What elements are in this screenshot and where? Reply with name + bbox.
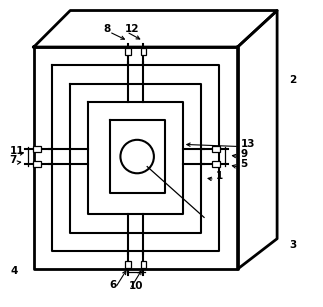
Text: 1: 1 [216,171,224,181]
Bar [141,261,146,268]
Bar [125,261,131,268]
Text: 7: 7 [9,155,17,165]
Text: 6: 6 [110,280,117,290]
Text: 8: 8 [104,24,111,34]
Bar [33,146,41,152]
Text: 5: 5 [241,159,248,169]
Bar [212,146,220,152]
Text: 3: 3 [289,240,297,250]
Text: 11: 11 [9,146,24,156]
Text: 9: 9 [241,149,248,158]
Text: 13: 13 [241,138,255,149]
Text: 4: 4 [11,266,18,276]
Text: 10: 10 [129,281,143,291]
Bar [141,48,146,55]
Bar [125,48,131,55]
Text: 12: 12 [125,24,140,34]
Bar [212,161,220,167]
Bar [33,161,41,167]
Text: 2: 2 [289,76,297,85]
